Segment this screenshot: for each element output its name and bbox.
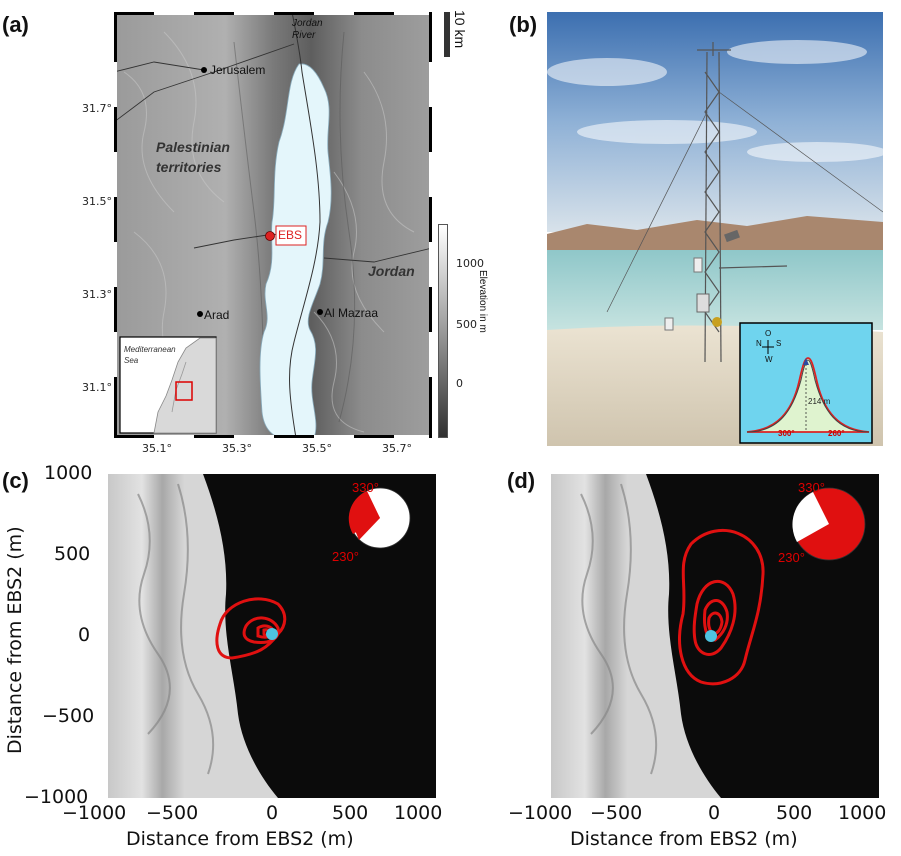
wind-sector-pie bbox=[348, 487, 411, 549]
border-line bbox=[289, 12, 321, 438]
terrain bbox=[108, 474, 278, 798]
panel-a-map bbox=[114, 12, 432, 438]
ebs-box bbox=[275, 225, 307, 246]
x-tick: 1000 bbox=[394, 802, 443, 824]
sea bbox=[547, 250, 883, 330]
y-axis-label: Distance from EBS2 (m) bbox=[4, 526, 26, 754]
x-tick: 0 bbox=[708, 802, 721, 824]
scale-bar-label: 10 km bbox=[452, 10, 468, 49]
x-tick: 0 bbox=[266, 802, 279, 824]
y-tick: 1000 bbox=[44, 462, 93, 484]
x-axis-label: Distance from EBS2 (m) bbox=[126, 828, 354, 850]
lon-tick: 35.3° bbox=[222, 442, 252, 455]
arad-dot bbox=[197, 311, 203, 317]
compass-o: O bbox=[765, 329, 772, 338]
jordan-river-label: Jordan River bbox=[292, 18, 323, 41]
panel-b-label: (b) bbox=[509, 12, 538, 37]
tower-marker bbox=[266, 628, 278, 640]
lat-tick: 31.1° bbox=[82, 381, 112, 394]
mediterranean-sea-label: Mediterranean Sea bbox=[124, 345, 176, 365]
x-tick: 500 bbox=[776, 802, 813, 824]
x-tick: 1000 bbox=[838, 802, 887, 824]
al-mazraa-label: Al Mazraa bbox=[324, 306, 379, 320]
panel-a-label: (a) bbox=[2, 12, 29, 37]
y-tick: 500 bbox=[54, 543, 91, 565]
y-tick: −1000 bbox=[24, 786, 89, 808]
colorbar-tick: 0 bbox=[456, 377, 463, 390]
x-tick: −500 bbox=[590, 802, 643, 824]
x-tick: −1000 bbox=[62, 802, 127, 824]
x-tick: −500 bbox=[146, 802, 199, 824]
elevation-colorbar bbox=[438, 224, 448, 438]
lat-tick: 31.5° bbox=[82, 195, 112, 208]
dead-sea bbox=[259, 63, 332, 438]
tower-marker bbox=[705, 630, 717, 642]
height-label: 214 m bbox=[808, 397, 831, 406]
pie-top-label: 330° bbox=[798, 480, 825, 495]
palestinian-territories-label: Palestinian territories bbox=[156, 139, 230, 175]
tower bbox=[606, 42, 883, 363]
ebs-label: EBS bbox=[278, 228, 303, 242]
compass-w: W bbox=[765, 355, 773, 364]
arad-label: Arad bbox=[204, 308, 230, 322]
lon-tick: 35.7° bbox=[382, 442, 412, 455]
footprint-schematic-inset bbox=[739, 322, 873, 444]
panel-d-label: (d) bbox=[507, 468, 536, 493]
panel-b-photo bbox=[547, 12, 883, 446]
panel-c-label: (c) bbox=[2, 468, 29, 493]
jerusalem-dot bbox=[201, 67, 207, 73]
lat-tick: 31.3° bbox=[82, 288, 112, 301]
jordan-label: Jordan bbox=[368, 263, 415, 279]
y-tick: −500 bbox=[42, 705, 95, 727]
angle-left-label: 300° bbox=[778, 429, 795, 438]
colorbar-tick: 500 bbox=[456, 318, 477, 331]
lat-tick: 31.7° bbox=[82, 102, 112, 115]
pie-bottom-label: 230° bbox=[778, 550, 805, 565]
angle-right-label: 260° bbox=[828, 429, 845, 438]
mountains bbox=[547, 216, 883, 252]
pie-bottom-label: 230° bbox=[332, 549, 359, 564]
x-axis-label: Distance from EBS2 (m) bbox=[570, 828, 798, 850]
footprint-contours bbox=[678, 528, 765, 686]
compass-s: S bbox=[776, 339, 782, 348]
ebs-dot bbox=[265, 231, 275, 241]
wind-sector-pie bbox=[792, 487, 866, 561]
x-tick: −1000 bbox=[508, 802, 573, 824]
panel-d-plot bbox=[551, 474, 879, 798]
jerusalem-label: Jerusalem bbox=[210, 63, 266, 77]
inset-map bbox=[119, 336, 217, 434]
pie-top-label: 330° bbox=[352, 480, 379, 495]
colorbar-tick: 1000 bbox=[456, 257, 484, 270]
lon-tick: 35.5° bbox=[302, 442, 332, 455]
panel-c-plot bbox=[108, 474, 436, 798]
y-tick: 0 bbox=[78, 624, 91, 646]
lon-tick: 35.1° bbox=[142, 442, 172, 455]
compass-n: N bbox=[756, 339, 762, 348]
scale-bar bbox=[444, 12, 450, 57]
colorbar-label: Elevation in m bbox=[477, 270, 488, 333]
terrain bbox=[551, 474, 721, 798]
x-tick: 500 bbox=[332, 802, 369, 824]
al-mazraa-dot bbox=[317, 309, 323, 315]
